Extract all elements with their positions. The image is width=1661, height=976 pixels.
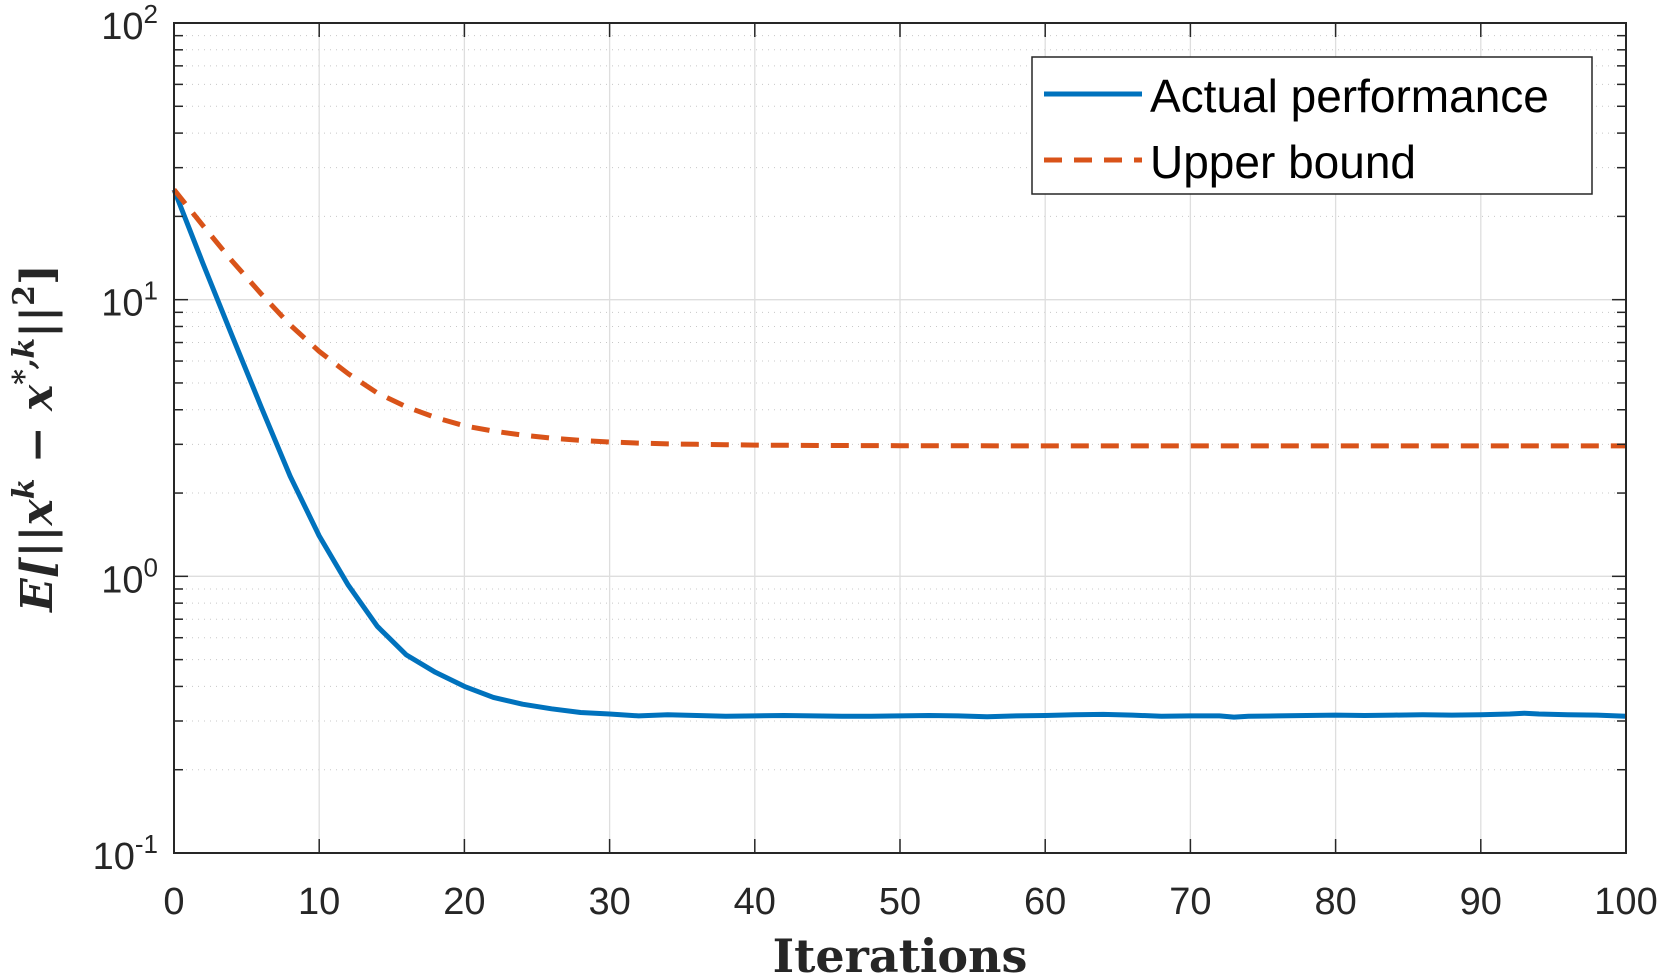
y-tick-label: 10-1 (93, 829, 158, 878)
y-tick-label-base: 10 (93, 836, 135, 878)
y-axis-title-part: − (12, 411, 63, 479)
y-tick-label-base: 10 (101, 559, 143, 601)
axis-ticks (173, 22, 1627, 854)
x-tick-label: 80 (1314, 881, 1356, 923)
legend-label-actual-performance: Actual performance (1150, 70, 1549, 122)
x-tick-label: 40 (734, 881, 776, 923)
y-axis-title-superscript: *,k (7, 338, 42, 385)
y-tick-label-base: 10 (101, 283, 143, 325)
x-tick-label: 50 (879, 881, 921, 923)
y-axis-title-part: E[|| (12, 526, 63, 614)
y-axis-title: E[||xk − x*,k||2] (7, 264, 63, 614)
x-tick-label: 10 (298, 881, 340, 923)
y-tick-label-exponent: 1 (144, 276, 158, 306)
x-tick-label: 20 (443, 881, 485, 923)
x-tick-label: 60 (1024, 881, 1066, 923)
x-tick-label: 0 (163, 881, 184, 923)
y-axis-title-part: ] (12, 264, 63, 285)
series-line-actual-performance (171, 188, 1627, 720)
y-tick-label: 102 (101, 0, 158, 48)
y-tick-label-exponent: -1 (135, 829, 158, 859)
y-tick-label-base: 10 (101, 6, 143, 48)
y-tick-label: 100 (101, 552, 158, 601)
series-line-upper-bound (172, 188, 1626, 449)
y-axis-title-superscript: 2 (7, 285, 42, 306)
y-axis-title-part: x (12, 499, 63, 527)
legend: Actual performance Upper bound (1031, 56, 1593, 195)
x-tick-label: 30 (588, 881, 630, 923)
y-tick-label: 101 (101, 276, 158, 325)
x-tick-label: 90 (1460, 881, 1502, 923)
legend-label-upper-bound: Upper bound (1150, 136, 1416, 188)
legend-box (1031, 56, 1593, 195)
x-tick-label: 100 (1594, 881, 1657, 923)
x-axis-title: Iterations (773, 929, 1028, 976)
y-axis-title-superscript: k (7, 478, 42, 499)
y-tick-label-exponent: 0 (144, 552, 158, 582)
y-axis-title-part: x (12, 384, 63, 412)
y-tick-label-exponent: 2 (144, 0, 158, 29)
x-tick-label: 70 (1169, 881, 1211, 923)
x-axis-tick-labels: 0 10 20 30 40 50 60 70 80 90 100 (163, 881, 1657, 923)
y-axis-title-part: || (12, 306, 63, 338)
plot-series (171, 188, 1627, 720)
